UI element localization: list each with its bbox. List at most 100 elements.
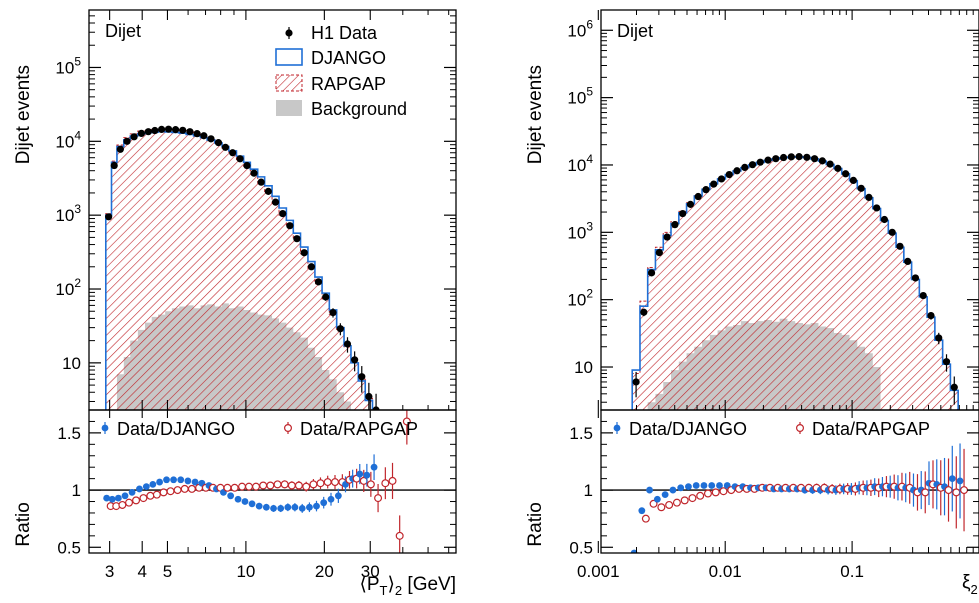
ratio-rapgap-point [952,488,961,497]
ratio-django-point [156,478,163,486]
ratio-rapgap-point [960,486,969,495]
data-point [110,161,118,170]
ratio-rapgap-point [395,531,404,540]
ratio-django-point [327,495,335,503]
y-tick-label: 105 [55,54,81,77]
data-point [647,269,656,277]
ratio-django-point [191,478,199,486]
ratio-rapgap-point [280,480,289,489]
ratio-rapgap-point [252,482,261,491]
data-point [725,170,733,179]
ratio-rapgap-point [294,481,303,490]
data-point [803,153,811,161]
ratio-django-point [313,502,320,510]
data-point [105,213,113,221]
main-panel-right: 10 102 103 104 105 106 Dijet events Dijet [525,9,979,411]
x-tick-label: 3 [105,562,114,581]
data-point [927,311,935,320]
ratio-legend-django-label: Data/DJANGO [629,419,747,439]
ratio-legend-rapgap-marker [284,424,293,433]
data-point [207,135,215,143]
data-point [779,153,788,162]
data-point [279,210,287,218]
ratio-plot-area [89,410,456,553]
data-point [865,193,873,201]
y-tick-label: 105 [567,85,593,108]
y-tick-label: 102 [567,287,593,310]
ratio-django-point [128,488,136,496]
ratio-rapgap-point [921,488,930,497]
ratio-y-axis-label: Ratio [525,502,546,546]
data-point [888,228,896,236]
chart-right: 10 102 103 104 105 106 Dijet events Dijet 0.5 1 1… [525,9,979,597]
data-point [880,215,889,224]
ratio-django-point [163,476,170,484]
data-point [179,126,187,134]
ratio-y-tick-label: 0.5 [569,538,593,557]
x-axis-label: ξ2 [962,572,978,597]
data-point [826,160,834,168]
data-point [717,175,726,183]
ratio-rapgap-point [657,503,666,512]
data-point [663,233,671,241]
region-label: Dijet [617,21,653,41]
ratio-legend-rapgap: Data/RAPGAP [795,419,930,439]
ratio-rapgap-point [331,478,340,487]
y-axis-label: Dijet events [13,65,34,164]
data-point [365,392,373,401]
ratio-django-point [708,482,716,489]
ratio-django-point [298,504,306,512]
data-point [741,163,749,172]
ratio-rapgap-point [273,480,282,489]
data-point [632,378,640,386]
y-tick-label: 104 [55,128,81,151]
data-point [772,155,780,163]
region-label: Dijet [105,21,141,41]
legend-background-swatch [276,100,302,116]
ratio-django-point [638,507,646,515]
ratio-django-point [262,503,270,511]
data-point [200,132,208,140]
ratio-django-point [184,477,192,485]
ratio-rapgap-point [719,487,728,496]
data-point [679,209,687,218]
legend-label: H1 Data [311,23,378,43]
data-point [214,139,223,147]
ratio-rapgap-point [316,479,325,488]
ratio-django-point [284,503,292,511]
x-tick-label: 4 [137,562,146,581]
data-point [372,406,380,410]
x-tick-label: 10 [236,562,255,581]
data-point [935,334,943,342]
data-point [307,263,316,271]
data-point [229,149,237,157]
ratio-django-point [103,494,111,502]
data-point [733,167,741,175]
ratio-rapgap-point [259,481,268,490]
data-point [271,198,280,206]
data-point [764,156,772,164]
ratio-frame [88,409,457,554]
ratio-django-point [334,492,342,500]
ratio-django-point [248,500,256,508]
ratio-plot-area [601,443,979,553]
rapgap-histogram [631,156,959,410]
y-tick-label: 104 [567,152,593,175]
data-point [671,221,679,229]
ratio-django-point [363,471,371,479]
data-point [942,358,951,366]
ratio-y-tick-label: 0.5 [57,538,81,557]
ratio-rapgap-point [118,500,127,509]
ratio-rapgap-point [287,481,296,490]
data-point [655,248,663,257]
ratio-panel-right: 0.5 1 1.5 Ratio Data/DJANGO Data/RAPGAP 0.001 0… [525,409,979,597]
ratio-django-point [170,476,177,484]
ratio-rapgap-point [302,482,311,491]
data-point [787,153,795,161]
ratio-rapgap-point [244,482,253,491]
data-point [343,340,352,348]
data-point [300,249,308,257]
ratio-django-point [306,503,313,511]
ratio-rapgap-point [266,481,275,490]
